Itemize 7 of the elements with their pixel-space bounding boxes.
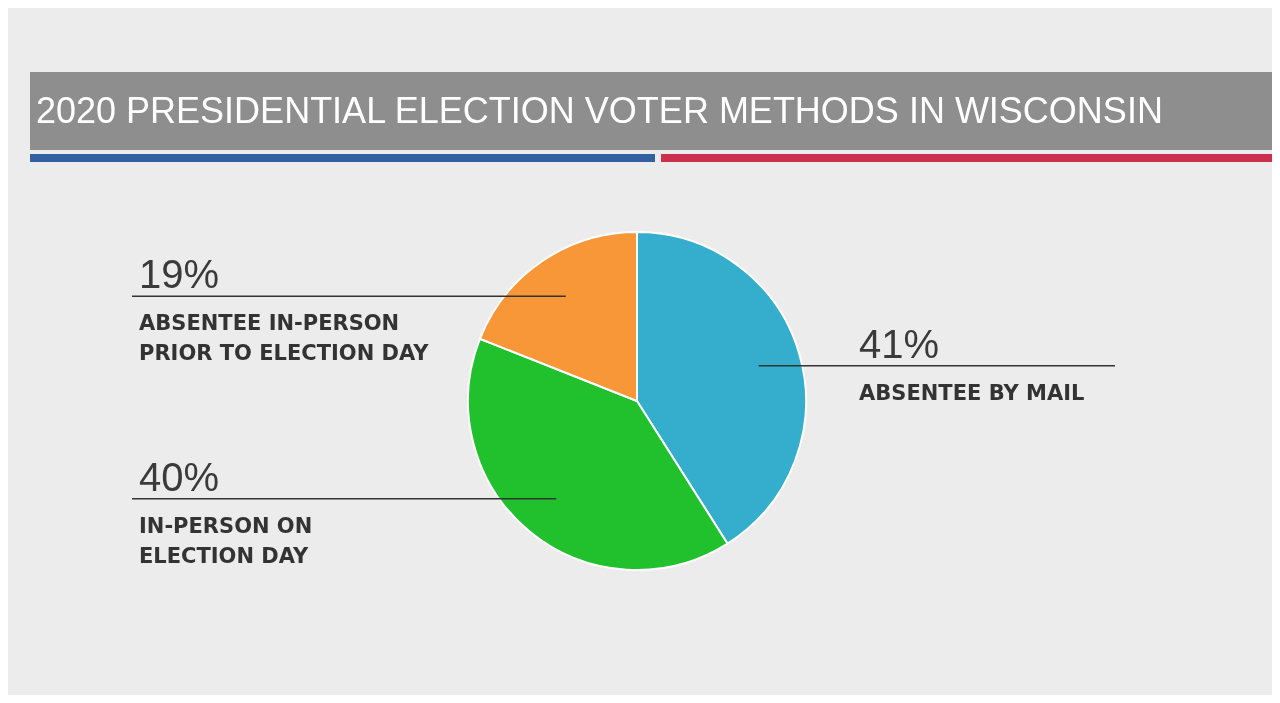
slice-label: ABSENTEE BY MAIL [859, 380, 1085, 405]
data-label: 41% [859, 321, 940, 366]
slice-label: ABSENTEE IN-PERSON PRIOR TO ELECTION DAY [139, 311, 430, 366]
data-label: 40% [139, 454, 220, 499]
chart-title: 2020 PRESIDENTIAL ELECTION VOTER METHODS IN WISCONSIN [35, 90, 1163, 132]
slice-label: IN-PERSON ON ELECTION DAY [139, 513, 313, 568]
data-label: 19% [139, 252, 220, 297]
